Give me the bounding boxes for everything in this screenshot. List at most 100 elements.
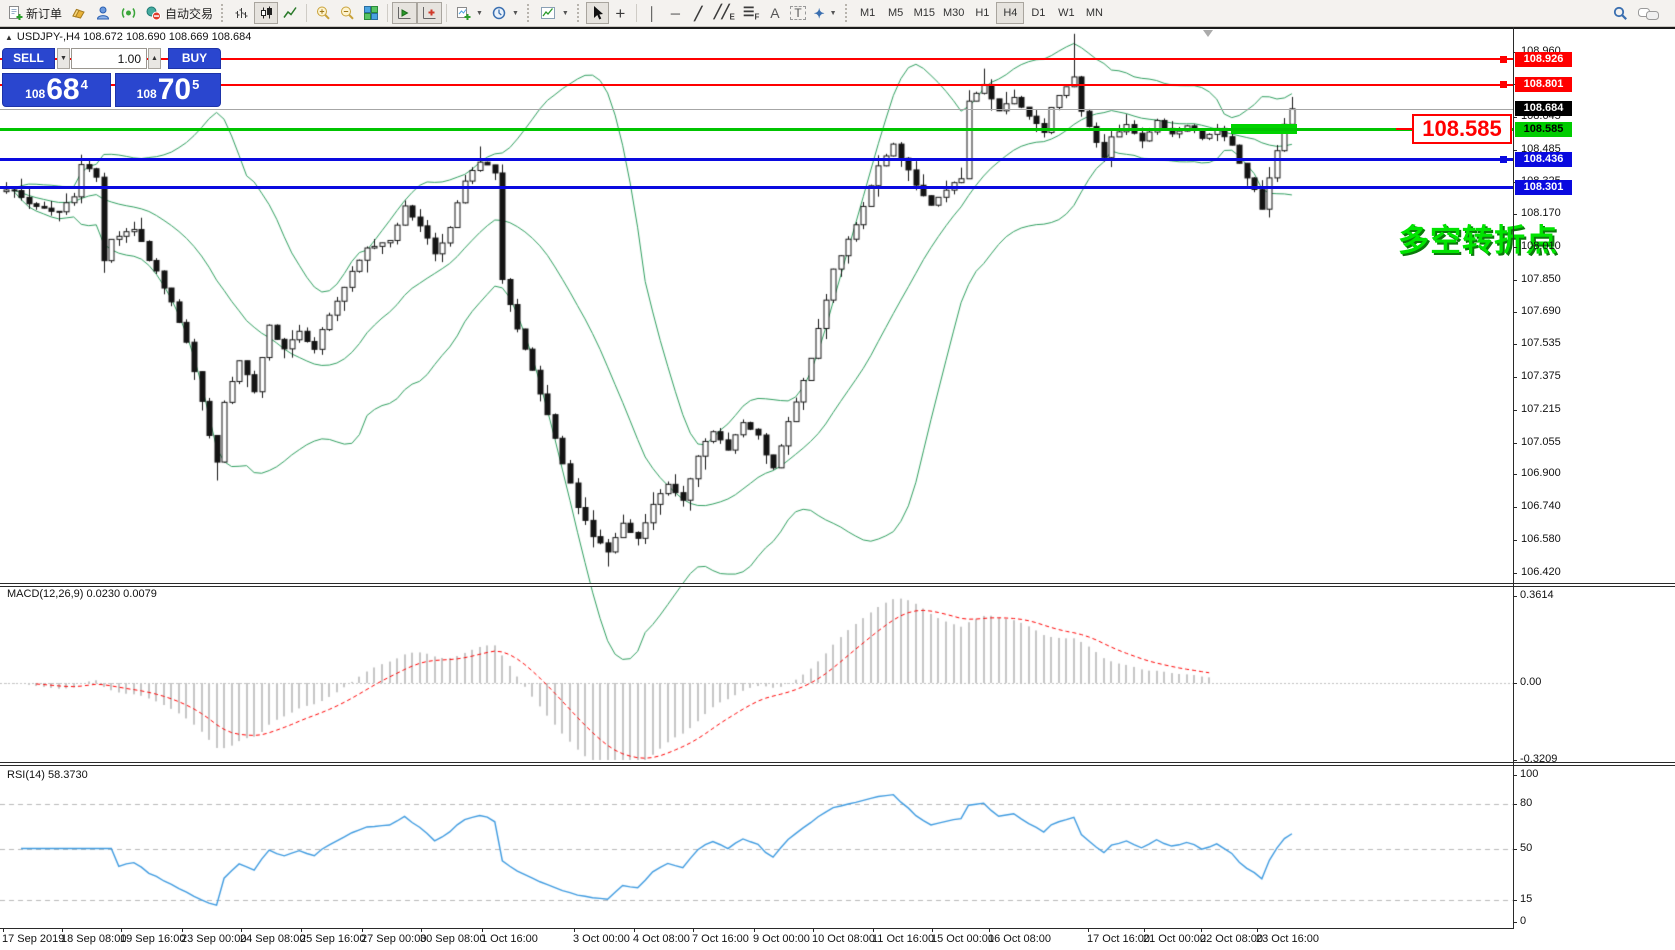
- time-tick-label: 23 Sep 00:00: [181, 933, 247, 945]
- toolbar-separator: [306, 4, 308, 22]
- buy-button[interactable]: BUY: [168, 48, 221, 69]
- price-tick-label: 106.740: [1521, 500, 1561, 512]
- timeframe-w1[interactable]: W1: [1052, 2, 1080, 24]
- sell-price-button[interactable]: 108 68 4: [2, 73, 111, 107]
- text-icon: A: [770, 5, 780, 21]
- buy-price-point: 5: [192, 77, 200, 92]
- rsi-tick: [1513, 775, 1517, 776]
- price-badge: 108.436: [1515, 152, 1572, 167]
- time-axis-line: [0, 928, 1514, 929]
- timeframe-h1[interactable]: H1: [968, 2, 996, 24]
- volume-input[interactable]: [71, 48, 147, 69]
- level-line-marker[interactable]: [1500, 156, 1507, 163]
- profiles-button[interactable]: ▼: [487, 2, 523, 24]
- bar-chart-icon: [235, 8, 248, 18]
- timeframe-mn[interactable]: MN: [1080, 2, 1108, 24]
- time-tick: [1201, 929, 1202, 932]
- signals-button[interactable]: [116, 2, 141, 24]
- tile-windows-button[interactable]: [359, 2, 383, 24]
- timeframe-m5[interactable]: M5: [882, 2, 910, 24]
- search-button[interactable]: [1608, 2, 1633, 24]
- crosshair-button[interactable]: +: [609, 2, 632, 24]
- price-label-box[interactable]: 108.585: [1412, 114, 1512, 144]
- chat-icon: [1638, 7, 1659, 20]
- time-tick-label: 1 Oct 16:00: [481, 933, 538, 945]
- timeframe-h4[interactable]: H4: [996, 2, 1025, 24]
- text-button[interactable]: A: [763, 2, 786, 24]
- equidistant-channel-icon: ╱╱E: [713, 3, 735, 22]
- new-order-button[interactable]: 新订单: [3, 2, 66, 24]
- price-tick: [1513, 117, 1517, 118]
- volume-step-down[interactable]: ▼: [57, 48, 70, 69]
- horizontal-level-line[interactable]: [0, 58, 1513, 60]
- price-badge: 108.585: [1515, 122, 1572, 137]
- chart-shift-button[interactable]: [417, 2, 443, 24]
- new-chart-icon: [457, 7, 471, 20]
- chart-annotation[interactable]: 多空转折点: [1398, 223, 1558, 258]
- price-badge: 108.926: [1515, 52, 1572, 67]
- level-line-marker[interactable]: [1500, 56, 1507, 63]
- dropdown-caret-icon: ▼: [561, 9, 569, 17]
- timeframe-m15[interactable]: M15: [910, 2, 939, 24]
- price-tick-label: 106.420: [1521, 566, 1561, 578]
- line-chart-button[interactable]: [278, 2, 302, 24]
- macd-tick-label: 0.3614: [1520, 589, 1554, 601]
- horizontal-line-icon: ─: [670, 5, 680, 21]
- auto-scroll-icon: [398, 7, 411, 19]
- horizontal-level-line[interactable]: [0, 158, 1513, 161]
- zoom-in-button[interactable]: [311, 2, 335, 24]
- rsi-tick: [1513, 804, 1517, 805]
- text-label-button[interactable]: T: [786, 2, 809, 24]
- time-tick-label: 30 Sep 08:00: [420, 933, 486, 945]
- toolbar-grip: [221, 4, 226, 22]
- chat-button[interactable]: [1633, 2, 1667, 24]
- indicators-button[interactable]: ▼: [536, 2, 573, 24]
- volume-step-up[interactable]: ▲: [148, 48, 161, 69]
- price-chart-canvas: [0, 27, 1675, 950]
- vertical-line-button[interactable]: │: [641, 2, 664, 24]
- horizontal-level-line[interactable]: [0, 128, 1513, 131]
- toolbar-separator: [387, 4, 389, 22]
- autotrading-button[interactable]: 自动交易: [141, 2, 217, 24]
- cursor-button[interactable]: [585, 2, 609, 24]
- panel-separator[interactable]: [0, 762, 1675, 766]
- horizontal-line-button[interactable]: ─: [664, 2, 687, 24]
- collapse-icon[interactable]: ▲: [5, 33, 13, 42]
- operator-button[interactable]: [91, 2, 116, 24]
- search-icon: [1613, 6, 1627, 20]
- bar-chart-button[interactable]: [230, 2, 254, 24]
- equidistant-channel-button[interactable]: ╱╱E: [710, 2, 739, 24]
- gold-bar-icon: [70, 5, 87, 21]
- time-tick-label: 19 Sep 16:00: [120, 933, 186, 945]
- level-line-marker[interactable]: [1500, 81, 1507, 88]
- time-tick-label: 24 Sep 08:00: [240, 933, 306, 945]
- price-tick: [1513, 247, 1517, 248]
- horizontal-level-line[interactable]: [0, 186, 1513, 189]
- zoom-out-button[interactable]: [335, 2, 359, 24]
- timeframe-m30[interactable]: M30: [939, 2, 968, 24]
- time-tick-label: 17 Sep 2019: [2, 933, 65, 945]
- price-badge: 108.301: [1515, 180, 1572, 195]
- auto-scroll-button[interactable]: [392, 2, 418, 24]
- line-chart-icon: [283, 7, 297, 18]
- buy-price-button[interactable]: 108 70 5: [115, 73, 221, 107]
- panel-separator[interactable]: [0, 583, 1675, 587]
- timeframe-d1[interactable]: D1: [1024, 2, 1052, 24]
- gold-bar-button[interactable]: [66, 2, 91, 24]
- timeframe-m1[interactable]: M1: [854, 2, 882, 24]
- price-tick-label: 107.055: [1521, 436, 1561, 448]
- new-chart-button[interactable]: ▼: [451, 2, 487, 24]
- trendline-button[interactable]: ╱: [687, 2, 710, 24]
- horizontal-level-line[interactable]: [0, 84, 1513, 86]
- candlestick-chart-button[interactable]: [254, 2, 279, 24]
- vertical-line-icon: │: [648, 5, 657, 21]
- time-tick-label: 10 Oct 08:00: [812, 933, 875, 945]
- fibonacci-button[interactable]: ☰F: [739, 2, 764, 24]
- arrows-icon: ✦: [813, 5, 825, 21]
- dropdown-caret-icon: ▼: [511, 9, 519, 17]
- chart-shift-marker[interactable]: [1203, 30, 1213, 37]
- price-tick-label: 106.580: [1521, 533, 1561, 545]
- sell-button[interactable]: SELL: [2, 48, 55, 69]
- arrows-button[interactable]: ✦ ▼: [810, 2, 841, 24]
- time-tick-label: 15 Oct 00:00: [931, 933, 994, 945]
